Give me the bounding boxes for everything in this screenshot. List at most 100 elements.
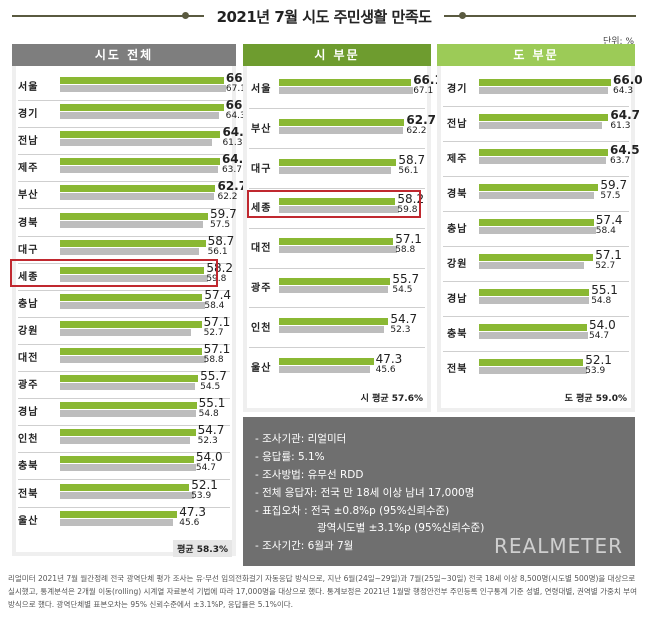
bar-previous: [479, 122, 602, 129]
category-label: 부산: [18, 190, 39, 202]
bar-current: [60, 375, 199, 383]
value-label-current: 54.7: [390, 311, 418, 326]
category-label: 충북: [18, 461, 39, 473]
row-separator: [18, 452, 230, 454]
category-label: 경기: [447, 84, 468, 95]
value-label-previous: 58.8: [203, 355, 224, 365]
row-separator: [443, 281, 629, 282]
row-separator: [443, 106, 629, 107]
value-label-current: 62.7: [406, 112, 436, 127]
panel-all-regions: 시도 전체 서울 66.1 67.1 경기 66.0 64.3 전남 64.7 61.3 제주 64…: [10, 44, 256, 557]
value-label-previous: 67.1: [225, 84, 246, 94]
row-separator: [443, 351, 629, 352]
value-label-previous: 53.9: [191, 490, 212, 501]
row-separator: [249, 307, 425, 309]
bar-previous: [279, 206, 399, 214]
row-separator: [18, 289, 230, 291]
value-label-current: 58.7: [398, 152, 426, 167]
value-label-previous: 61.3: [610, 121, 631, 131]
row-separator: [18, 262, 230, 264]
category-label: 전북: [447, 364, 468, 375]
row-separator: [249, 227, 425, 229]
row-separator: [18, 506, 230, 508]
category-label: 강원: [18, 325, 39, 337]
bar-current: [60, 456, 194, 464]
bar-previous: [279, 325, 384, 333]
bar-previous: [60, 139, 213, 147]
bar-current: [279, 158, 397, 166]
bar-current: [479, 289, 590, 296]
category-label: 서울: [251, 84, 272, 95]
info-period: - 조사기간: 6월과 7월: [255, 540, 354, 552]
panel-provinces: 도 부문 경기 66.0 64.3 전남 64.7 61.3 제주 64.5 63.7 경북 59.…: [437, 44, 643, 412]
title-line-right: [444, 15, 636, 17]
value-label-previous: 63.7: [610, 156, 631, 166]
value-label-previous: 64.3: [613, 86, 634, 96]
value-label-current: 47.3: [179, 504, 207, 519]
row-separator: [18, 479, 230, 481]
bar-previous: [60, 274, 209, 282]
value-label-current: 55.1: [198, 396, 226, 411]
title-dot-left: [182, 12, 189, 19]
row-separator: [249, 108, 425, 110]
category-label: 세종: [251, 203, 272, 215]
value-label-previous: 54.8: [591, 296, 612, 306]
row-separator: [18, 398, 230, 400]
category-label: 전북: [18, 488, 39, 500]
category-label: 충남: [18, 298, 39, 310]
bar-previous: [60, 328, 191, 336]
bar-current: [60, 185, 216, 193]
row-separator: [443, 246, 629, 247]
value-label-previous: 52.7: [203, 327, 224, 338]
row-separator: [249, 347, 425, 349]
bar-current: [279, 238, 394, 246]
bar-previous: [60, 193, 215, 201]
value-label-current: 55.7: [392, 272, 420, 286]
row-separator: [18, 100, 230, 102]
bar-current: [60, 483, 190, 491]
bar-current: [279, 357, 374, 365]
value-label-previous: 45.6: [179, 517, 200, 528]
value-label-previous: 54.8: [198, 409, 219, 420]
panel-header: 시도 전체: [12, 44, 236, 66]
value-label-previous: 58.4: [204, 300, 225, 311]
bar-current: [279, 79, 412, 86]
bar-current: [279, 278, 391, 285]
value-label-previous: 58.8: [395, 245, 416, 256]
info-response-rate: - 응답률: 5.1%: [255, 451, 325, 463]
value-label-current: 47.3: [375, 351, 403, 366]
bar-previous: [279, 365, 371, 373]
bar-current: [479, 149, 608, 156]
bar-previous: [479, 367, 587, 374]
value-label-current: 59.7: [210, 206, 237, 221]
info-error-regional: 광역시도별 ±3.1%p (95%신뢰수준): [317, 522, 485, 534]
row-separator: [18, 208, 230, 210]
bar-previous: [60, 383, 196, 391]
average-label: 도 평균 59.0%: [564, 394, 627, 404]
row-separator: [18, 316, 230, 318]
bar-previous: [479, 157, 607, 164]
value-label-current: 55.7: [200, 369, 227, 384]
value-label-current: 66.1: [413, 73, 443, 87]
bar-current: [479, 114, 609, 121]
highlight-box: [10, 258, 218, 287]
value-label-current: 64.7: [610, 108, 640, 122]
category-label: 서울: [18, 82, 39, 93]
value-label-current: 55.1: [591, 283, 618, 297]
row-separator: [443, 141, 629, 142]
value-label-previous: 54.7: [589, 331, 610, 341]
category-label: 울산: [251, 362, 272, 374]
category-label: 경남: [447, 294, 468, 305]
row-separator: [443, 316, 629, 317]
category-label: 경북: [18, 217, 39, 229]
bar-current: [60, 429, 196, 437]
category-label: 전남: [447, 119, 468, 130]
value-label-current: 62.7: [217, 179, 248, 194]
value-label-current: 58.2: [206, 260, 234, 275]
brand-logo: REALMETER: [494, 534, 623, 558]
bar-previous: [479, 87, 608, 94]
category-label: 광주: [251, 283, 272, 294]
row-separator: [249, 267, 425, 269]
bar-previous: [479, 332, 589, 339]
row-separator: [18, 371, 230, 373]
